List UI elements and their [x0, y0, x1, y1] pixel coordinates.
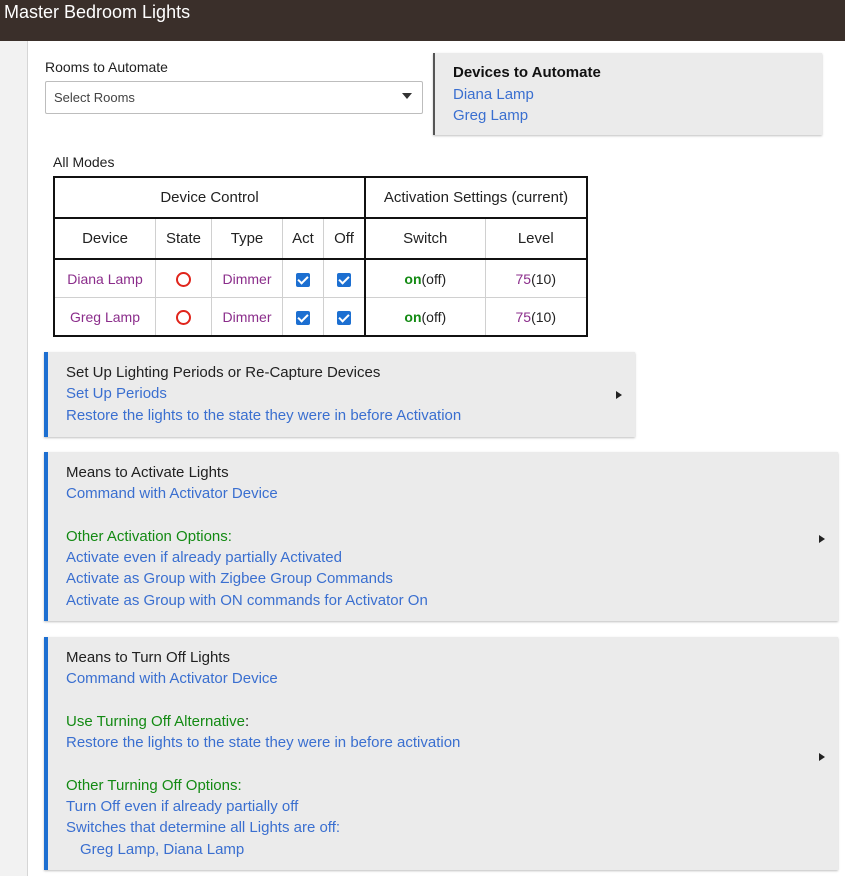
table-row: Greg Lamp Dimmer on(off) 75(10) — [53, 297, 588, 337]
checkbox-checked-icon[interactable] — [337, 272, 351, 287]
level-current: (10) — [531, 308, 556, 325]
app-header: Master Bedroom Lights — [0, 0, 845, 41]
page-title: Master Bedroom Lights — [4, 2, 191, 22]
triangle-right-icon[interactable] — [819, 535, 825, 543]
checkbox-checked-icon[interactable] — [296, 310, 310, 325]
section-activate[interactable]: Means to Activate Lights Command with Ac… — [44, 452, 838, 621]
section-turn-off[interactable]: Means to Turn Off Lights Command with Ac… — [44, 637, 838, 870]
device-name-cell[interactable]: Diana Lamp — [53, 258, 156, 298]
rooms-select-placeholder: Select Rooms — [54, 90, 135, 105]
devices-title: Devices to Automate — [453, 64, 601, 81]
devices-box[interactable]: Devices to Automate Diana Lamp Greg Lamp — [433, 53, 822, 135]
type-cell[interactable]: Dimmer — [211, 297, 283, 337]
act-cell[interactable] — [282, 258, 324, 298]
col-switch: Switch — [364, 217, 486, 260]
level-cell[interactable]: 75(10) — [484, 297, 588, 337]
activate-command-link[interactable]: Command with Activator Device — [66, 485, 278, 503]
activate-zigbee-option[interactable]: Activate as Group with Zigbee Group Comm… — [66, 570, 393, 588]
off-partial-option[interactable]: Turn Off even if already partially off — [66, 798, 299, 816]
off-switches-value[interactable]: Greg Lamp, Diana Lamp — [80, 840, 245, 858]
off-switches-option[interactable]: Switches that determine all Lights are o… — [66, 819, 341, 837]
triangle-right-icon[interactable] — [616, 391, 622, 399]
section-off-title: Means to Turn Off Lights — [66, 649, 230, 666]
table-row: Diana Lamp Dimmer on(off) 75(10) — [53, 258, 588, 298]
col-off: Off — [323, 217, 366, 260]
section-periods-title: Set Up Lighting Periods or Re-Capture De… — [66, 364, 381, 381]
restore-state-link[interactable]: Restore the lights to the state they wer… — [66, 406, 462, 424]
col-device: Device — [53, 217, 156, 260]
switch-value: on — [404, 308, 422, 325]
state-cell[interactable] — [155, 297, 212, 337]
col-level: Level — [484, 217, 588, 260]
col-act: Act — [282, 217, 324, 260]
col-state: State — [155, 217, 212, 260]
act-cell[interactable] — [282, 297, 324, 337]
off-command-link[interactable]: Command with Activator Device — [66, 670, 278, 688]
activation-settings-header: Activation Settings (current) — [364, 176, 588, 219]
triangle-right-icon[interactable] — [819, 753, 825, 761]
col-type: Type — [211, 217, 283, 260]
checkbox-checked-icon[interactable] — [337, 310, 351, 325]
modes-label: All Modes — [53, 154, 115, 170]
circle-outline-icon — [176, 309, 191, 325]
circle-outline-icon — [176, 271, 191, 287]
off-alternative-value[interactable]: Restore the lights to the state they wer… — [66, 734, 461, 752]
activate-on-commands-option[interactable]: Activate as Group with ON commands for A… — [66, 591, 428, 609]
activation-options-label: Other Activation Options: — [66, 527, 232, 545]
device-link-greg[interactable]: Greg Lamp — [453, 107, 529, 124]
off-alternative-label: Use Turning Off Alternative — [66, 712, 245, 730]
off-cell[interactable] — [323, 297, 366, 337]
rooms-select[interactable]: Select Rooms — [45, 81, 423, 114]
device-name-cell[interactable]: Greg Lamp — [53, 297, 156, 337]
left-rail — [0, 41, 28, 876]
activate-partial-option[interactable]: Activate even if already partially Activ… — [66, 549, 342, 567]
switch-cell[interactable]: on(off) — [364, 297, 486, 337]
set-up-periods-link[interactable]: Set Up Periods — [66, 385, 167, 403]
level-cell[interactable]: 75(10) — [484, 258, 588, 298]
caret-down-icon — [402, 93, 412, 99]
device-control-header: Device Control — [53, 176, 366, 219]
device-link-diana[interactable]: Diana Lamp — [453, 86, 534, 103]
state-cell[interactable] — [155, 258, 212, 298]
rooms-label: Rooms to Automate — [45, 59, 168, 75]
switch-current: (off) — [421, 270, 447, 287]
switch-cell[interactable]: on(off) — [364, 258, 486, 298]
off-options-label: Other Turning Off Options: — [66, 776, 242, 794]
section-activate-title: Means to Activate Lights — [66, 464, 229, 481]
switch-value: on — [404, 270, 422, 287]
level-current: (10) — [531, 270, 556, 287]
switch-current: (off) — [421, 308, 447, 325]
checkbox-checked-icon[interactable] — [296, 272, 310, 287]
device-control-table: Device Control Activation Settings (curr… — [53, 176, 588, 337]
type-cell[interactable]: Dimmer — [211, 258, 283, 298]
level-value: 75 — [515, 270, 532, 287]
level-value: 75 — [515, 308, 532, 325]
off-cell[interactable] — [323, 258, 366, 298]
off-alternative-colon: : — [244, 712, 250, 730]
section-periods[interactable]: Set Up Lighting Periods or Re-Capture De… — [44, 352, 635, 437]
